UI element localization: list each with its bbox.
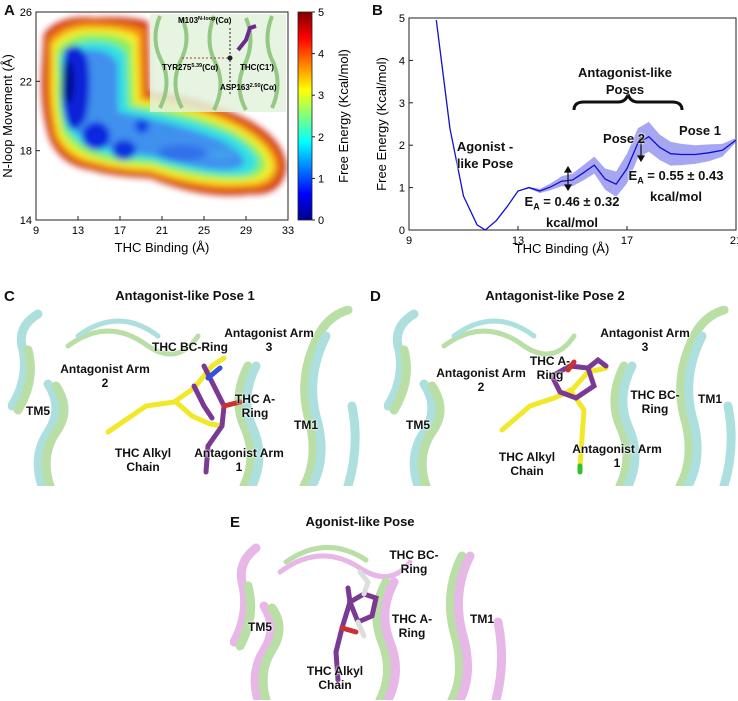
panel-e-title: Agonist-like Pose xyxy=(305,514,415,529)
panel-c-title: Antagonist-like Pose 1 xyxy=(115,288,255,303)
x-tick-label: 9 xyxy=(33,225,39,237)
pose-2-label: Pose 2 xyxy=(603,131,645,146)
antagonist-brace xyxy=(572,93,684,111)
activation-energy-1: EA = 0.46 ± 0.32 kcal/mol xyxy=(524,194,620,230)
inset-label-asp163: ASP1632.50(Cα) xyxy=(220,83,277,92)
label-tm5: TM5 xyxy=(248,620,272,634)
y-tick-label: 2 xyxy=(399,140,405,152)
y-tick-label: 5 xyxy=(399,13,405,25)
free-energy-line-chart: 9 13 17 21 0 1 2 3 4 5 THC Binding (Å) Free Energ… xyxy=(374,13,738,256)
label-thc-a-ring: THC A-Ring xyxy=(234,392,276,420)
label-thc-a-ring: THC A-Ring xyxy=(391,612,433,640)
pose-2-structure-image xyxy=(384,306,736,486)
y-tick-label: 3 xyxy=(399,98,405,110)
colorbar-tick-label: 5 xyxy=(318,7,324,19)
pose-1-label: Pose 1 xyxy=(679,123,721,138)
label-thc-a-ring: THC A-Ring xyxy=(529,354,571,382)
heatmap-chart: M103N-loop(Cα) TYR2755.39(Cα) THC(C1') A… xyxy=(0,7,351,255)
label-thc-bc-ring: THC BC-Ring xyxy=(152,340,228,354)
label-tm5: TM5 xyxy=(26,404,50,418)
colorbar-tick-label: 0 xyxy=(318,215,324,227)
inset-label-m103: M103N-loop(Cα) xyxy=(178,16,232,25)
panel-label-c: C xyxy=(4,288,15,305)
label-tm1: TM1 xyxy=(294,418,318,432)
x-tick-label: 21 xyxy=(730,235,738,247)
label-antagonist-arm-2: Antagonist Arm 2 xyxy=(436,366,526,394)
y-tick-label: 18 xyxy=(20,146,32,158)
inset-label-tyr275: TYR2755.39(Cα) xyxy=(162,63,218,72)
y-axis-label: Free Energy (Kcal/mol) xyxy=(374,57,389,191)
y-tick-label: 26 xyxy=(20,7,32,19)
y-tick-label: 14 xyxy=(20,215,32,227)
y-tick-label: 4 xyxy=(399,55,405,67)
x-tick-label: 25 xyxy=(198,225,210,237)
colorbar-tick-label: 2 xyxy=(318,132,324,144)
x-axis-label: THC Binding (Å) xyxy=(115,240,210,255)
panel-label-d: D xyxy=(370,288,381,305)
pose-1-structure-image xyxy=(8,306,360,486)
barrier-arrow-1 xyxy=(563,165,573,192)
y-tick-label: 22 xyxy=(20,76,32,88)
y-axis-label: N-loop Movement (Å) xyxy=(0,54,15,178)
colorbar-label: Free Energy (Kcal/mol) xyxy=(336,49,351,183)
y-tick-label: 1 xyxy=(399,183,405,195)
label-thc-bc-ring: THC BC-Ring xyxy=(389,548,439,576)
label-antagonist-arm-3: Antagonist Arm 3 xyxy=(600,326,690,354)
colorbar-tick-label: 1 xyxy=(318,173,324,185)
agonist-like-pose-label: Agonist -like Pose xyxy=(456,139,514,171)
label-antagonist-arm-1: Antagonist Arm 1 xyxy=(194,446,284,474)
panel-d-title: Antagonist-like Pose 2 xyxy=(485,288,625,303)
label-antagonist-arm-1: Antagonist Arm 1 xyxy=(572,442,662,470)
x-tick-label: 21 xyxy=(156,225,168,237)
label-tm1: TM1 xyxy=(698,392,722,406)
panel-label-a: A xyxy=(4,2,15,19)
x-tick-label: 13 xyxy=(512,235,524,247)
x-tick-label: 9 xyxy=(406,235,412,247)
colorbar xyxy=(297,11,313,221)
colorbar-tick-label: 3 xyxy=(318,90,324,102)
x-tick-label: 17 xyxy=(114,225,126,237)
x-tick-label: 13 xyxy=(72,225,84,237)
colorbar-tick-label: 4 xyxy=(318,49,324,61)
y-tick-label: 0 xyxy=(399,225,405,237)
inset-protein-image xyxy=(150,14,286,112)
label-thc-alkyl-chain: THC Alkyl Chain xyxy=(114,446,172,474)
label-tm5: TM5 xyxy=(406,418,430,432)
inset-label-thc: THC(C1') xyxy=(240,63,274,72)
label-antagonist-arm-3: Antagonist Arm 3 xyxy=(224,326,314,354)
panel-label-e: E xyxy=(230,514,241,531)
x-tick-label: 29 xyxy=(240,225,252,237)
label-antagonist-arm-2: Antagonist Arm 2 xyxy=(60,362,150,390)
antagonist-like-poses-label: Antagonist-like Poses xyxy=(578,65,672,97)
free-energy-curve xyxy=(435,20,737,231)
x-tick-label: 33 xyxy=(282,225,294,237)
barrier-arrow-2 xyxy=(636,135,646,163)
x-tick-label: 17 xyxy=(621,235,633,247)
label-thc-alkyl-chain: THC Alkyl Chain xyxy=(306,664,364,692)
panel-label-b: B xyxy=(372,2,383,19)
label-thc-bc-ring: THC BC-Ring xyxy=(630,388,680,416)
x-axis-label: THC Binding (Å) xyxy=(515,241,610,256)
activation-energy-2: EA = 0.55 ± 0.43 kcal/mol xyxy=(628,168,724,204)
agonist-pose-structure-image xyxy=(230,532,506,700)
label-thc-alkyl-chain: THC Alkyl Chain xyxy=(498,450,556,478)
label-tm1: TM1 xyxy=(470,612,494,626)
